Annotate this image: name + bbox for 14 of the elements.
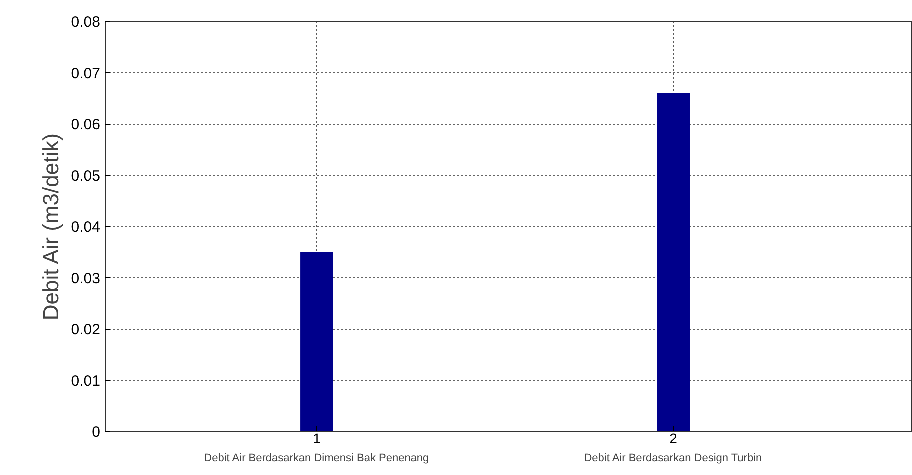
y-tick-label: 0.06	[71, 116, 101, 134]
y-tick-label: 0.01	[71, 372, 101, 390]
y-axis-title: Debit Air (m3/detik)	[38, 134, 64, 321]
y-tick-label: 0.02	[71, 322, 101, 338]
x-tick-label: 2	[670, 430, 678, 446]
y-tick-label: 0	[92, 424, 100, 441]
x-tick-label: 1	[313, 430, 322, 446]
y-tick-label: 0.04	[71, 219, 101, 236]
y-tick-label: 0.07	[71, 65, 101, 82]
y-tick-label: 0.03	[71, 270, 101, 288]
text: Debit Air Berdasarkan Dimensi Bak Penenang	[204, 452, 430, 464]
y-tick-label: 0.05	[71, 168, 101, 185]
text: Debit Air Berdasarkan Design Turbin	[584, 452, 762, 464]
y-tick-label: 0.08	[71, 14, 101, 31]
